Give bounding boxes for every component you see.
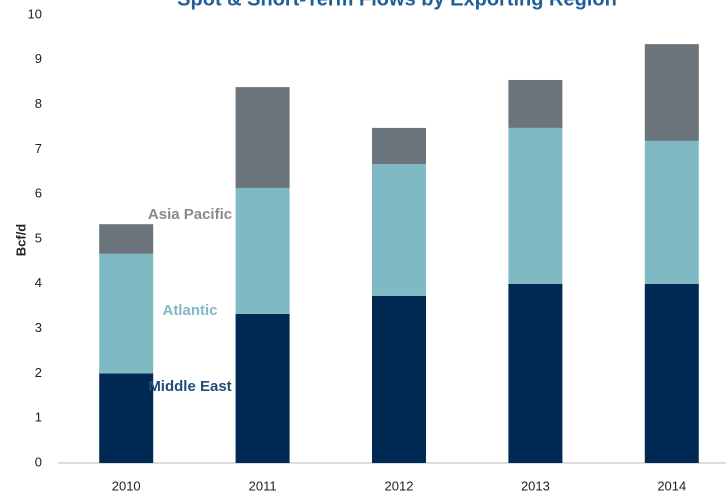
y-tick-label: 4	[35, 275, 42, 290]
x-tick-label: 2014	[657, 478, 686, 493]
bar-segment	[372, 295, 426, 463]
y-tick-label: 0	[35, 454, 42, 469]
bar-segment	[644, 140, 699, 284]
bar-segment	[235, 187, 290, 314]
y-tick-label: 5	[35, 230, 42, 245]
chart-title: Spot & Short-Term Flows by Exporting Reg…	[177, 0, 617, 10]
bar-segment	[99, 253, 154, 374]
y-tick-label: 8	[35, 96, 42, 111]
x-tick-label: 2011	[249, 478, 277, 493]
y-tick-label: 3	[35, 320, 42, 335]
bar-segment	[644, 283, 699, 463]
series-label: Atlantic	[162, 302, 218, 319]
bar-segment	[372, 164, 426, 296]
bar-segment	[235, 313, 290, 463]
bar-segment	[99, 224, 154, 254]
bar-segment	[235, 87, 290, 188]
bar-segment	[644, 44, 699, 141]
x-tick-label: 2012	[385, 478, 414, 493]
x-tick-label: 2013	[521, 478, 550, 493]
y-tick-label: 10	[28, 6, 42, 21]
y-tick-label: 2	[35, 365, 42, 380]
y-tick-label: 7	[35, 141, 42, 156]
bar-segment	[99, 373, 154, 463]
bar-segment	[372, 127, 426, 165]
y-tick-label: 9	[35, 51, 42, 66]
bar-segment	[508, 283, 563, 463]
series-label: Asia Pacific	[147, 206, 233, 223]
y-tick-label: 1	[35, 410, 42, 425]
bar-segment	[508, 79, 563, 128]
bar-segment	[508, 127, 563, 284]
x-tick-label: 2010	[112, 478, 141, 493]
y-tick-label: 6	[35, 186, 42, 201]
y-axis-label: Bcf/d	[13, 224, 28, 257]
series-label: Middle East	[148, 378, 232, 395]
